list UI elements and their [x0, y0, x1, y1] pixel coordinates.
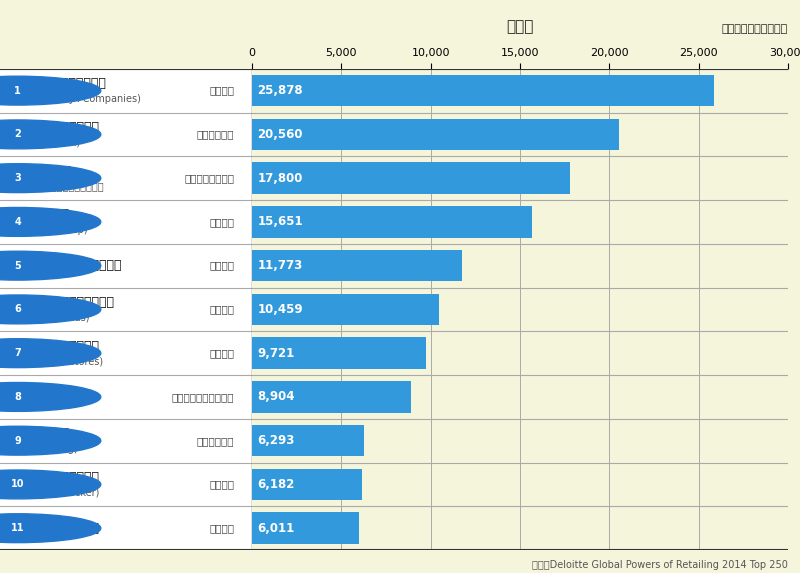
Text: ケリング: ケリング [39, 427, 69, 440]
Bar [252, 294, 439, 325]
Bar [252, 381, 411, 413]
Circle shape [0, 164, 101, 193]
Text: (Kering): (Kering) [39, 444, 78, 454]
Text: （スペイン）: （スペイン） [197, 129, 234, 139]
Bar [252, 337, 426, 369]
Text: 2: 2 [14, 129, 21, 139]
Text: ファーストリテイリング: ファーストリテイリング [39, 259, 122, 272]
Text: 4: 4 [14, 217, 21, 227]
Text: 1: 1 [14, 85, 21, 96]
Text: 10: 10 [11, 480, 24, 489]
Text: 3: 3 [14, 173, 21, 183]
Text: 6,011: 6,011 [258, 521, 294, 535]
Bar [252, 206, 532, 238]
Text: 9: 9 [14, 435, 21, 446]
Circle shape [0, 383, 101, 411]
Text: （日本）: （日本） [210, 261, 234, 270]
Bar [252, 250, 462, 281]
Text: 15,651: 15,651 [258, 215, 303, 229]
Text: （日本）: （日本） [210, 523, 234, 533]
Text: TJXカンパニーズ: TJXカンパニーズ [39, 77, 107, 90]
Text: H&M: H&M [39, 164, 73, 178]
Text: (Inditex): (Inditex) [39, 138, 80, 147]
Text: (The TJX Companies): (The TJX Companies) [39, 93, 141, 104]
Text: 出所：Deloitte Global Powers of Retailing 2014 Top 250: 出所：Deloitte Global Powers of Retailing 2… [532, 560, 788, 570]
Text: 7: 7 [14, 348, 21, 358]
Text: 25,878: 25,878 [258, 84, 303, 97]
Text: 6,293: 6,293 [258, 434, 294, 447]
Bar [252, 469, 362, 500]
Text: インディテックス: インディテックス [39, 121, 99, 134]
Circle shape [0, 339, 101, 368]
Text: （単位：百万米ドル）: （単位：百万米ドル） [722, 25, 788, 34]
Text: （米国）: （米国） [210, 348, 234, 358]
Text: 11: 11 [11, 523, 24, 533]
Text: 5: 5 [14, 261, 21, 270]
Text: 11,773: 11,773 [258, 259, 302, 272]
Text: （米国）: （米国） [210, 304, 234, 315]
Text: 6: 6 [14, 304, 21, 315]
Bar [252, 75, 714, 107]
Text: 17,800: 17,800 [258, 172, 302, 185]
Text: 8: 8 [14, 392, 21, 402]
Text: (The Gap): (The Gap) [39, 225, 88, 235]
Bar [252, 425, 365, 457]
Text: （米国）: （米国） [210, 85, 234, 96]
Text: (Ross Stores): (Ross Stores) [39, 356, 103, 366]
Text: 6,182: 6,182 [258, 478, 294, 491]
Text: ギャップ: ギャップ [39, 209, 69, 221]
Text: （ヘネス＆マウリッツ）: （ヘネス＆マウリッツ） [39, 181, 104, 191]
Circle shape [0, 76, 101, 105]
Circle shape [0, 120, 101, 149]
Text: (L Brands): (L Brands) [39, 312, 90, 322]
Text: （スウェーデン）: （スウェーデン） [184, 173, 234, 183]
Circle shape [0, 251, 101, 280]
Bar [252, 162, 570, 194]
Circle shape [0, 295, 101, 324]
Text: （米国）: （米国） [210, 217, 234, 227]
Text: 10,459: 10,459 [258, 303, 303, 316]
Text: (FootLocker): (FootLocker) [39, 487, 99, 497]
Text: （ベルギー・ドイツ）: （ベルギー・ドイツ） [172, 392, 234, 402]
Text: 売上高: 売上高 [506, 19, 534, 34]
Circle shape [0, 207, 101, 236]
Text: 20,560: 20,560 [258, 128, 303, 141]
Text: （フランス）: （フランス） [197, 435, 234, 446]
Circle shape [0, 514, 101, 543]
Text: ロス・ストアーズ: ロス・ストアーズ [39, 340, 99, 352]
Circle shape [0, 426, 101, 455]
Circle shape [0, 470, 101, 499]
Text: C&A: C&A [39, 390, 69, 403]
Text: （米国）: （米国） [210, 480, 234, 489]
Text: 8,904: 8,904 [258, 390, 295, 403]
Bar [252, 512, 359, 544]
Text: 9,721: 9,721 [258, 347, 294, 360]
Text: しまむら（参考）: しまむら（参考） [39, 521, 99, 535]
Text: フット・ロッカー: フット・ロッカー [39, 471, 99, 484]
Text: リミテッド・ブランズ: リミテッド・ブランズ [39, 296, 114, 309]
Bar [252, 119, 619, 150]
